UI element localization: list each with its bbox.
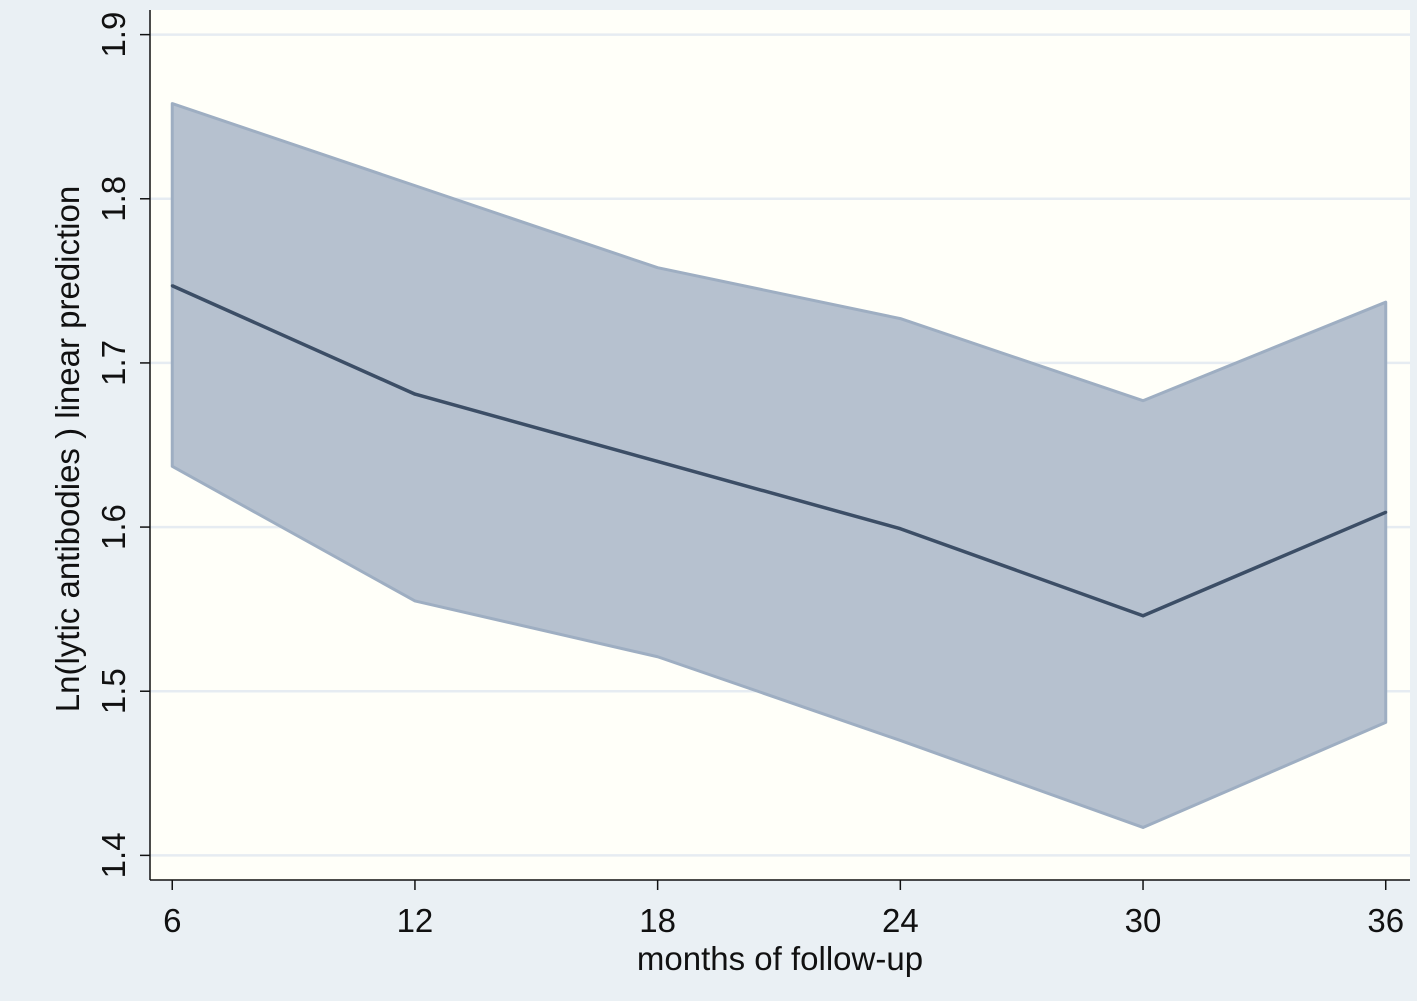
prediction-line: [170, 284, 1388, 618]
x-tick-label: 30: [1125, 902, 1162, 939]
data-point: [170, 284, 174, 288]
ci-band-area: [170, 102, 1388, 829]
x-tick-label: 24: [882, 902, 919, 939]
y-axis-ticks: 1.4 1.5 1.6 1.7 1.8 1.9: [95, 12, 150, 878]
y-tick-label: 1.5: [95, 668, 132, 714]
confidence-band: [170, 102, 1388, 829]
x-axis-title: months of follow-up: [637, 940, 923, 977]
data-point: [413, 392, 417, 396]
data-point: [1384, 510, 1388, 514]
data-point: [1141, 614, 1145, 618]
x-tick-label: 36: [1367, 902, 1404, 939]
x-tick-label: 12: [397, 902, 434, 939]
y-tick-label: 1.7: [95, 340, 132, 386]
y-tick-label: 1.6: [95, 504, 132, 550]
y-tick-label: 1.9: [95, 12, 132, 58]
data-point: [656, 459, 660, 463]
x-tick-label: 18: [639, 902, 676, 939]
series-line: [171, 284, 1387, 618]
data-point: [898, 527, 902, 531]
y-tick-label: 1.4: [95, 832, 132, 878]
x-tick-label: 6: [163, 902, 181, 939]
axes: [149, 10, 1410, 881]
y-axis-title: Ln(lytic antibodies ) linear prediction: [49, 186, 86, 712]
y-tick-label: 1.8: [95, 176, 132, 222]
x-axis-ticks: 6 12 18 24 30 36: [163, 880, 1404, 939]
